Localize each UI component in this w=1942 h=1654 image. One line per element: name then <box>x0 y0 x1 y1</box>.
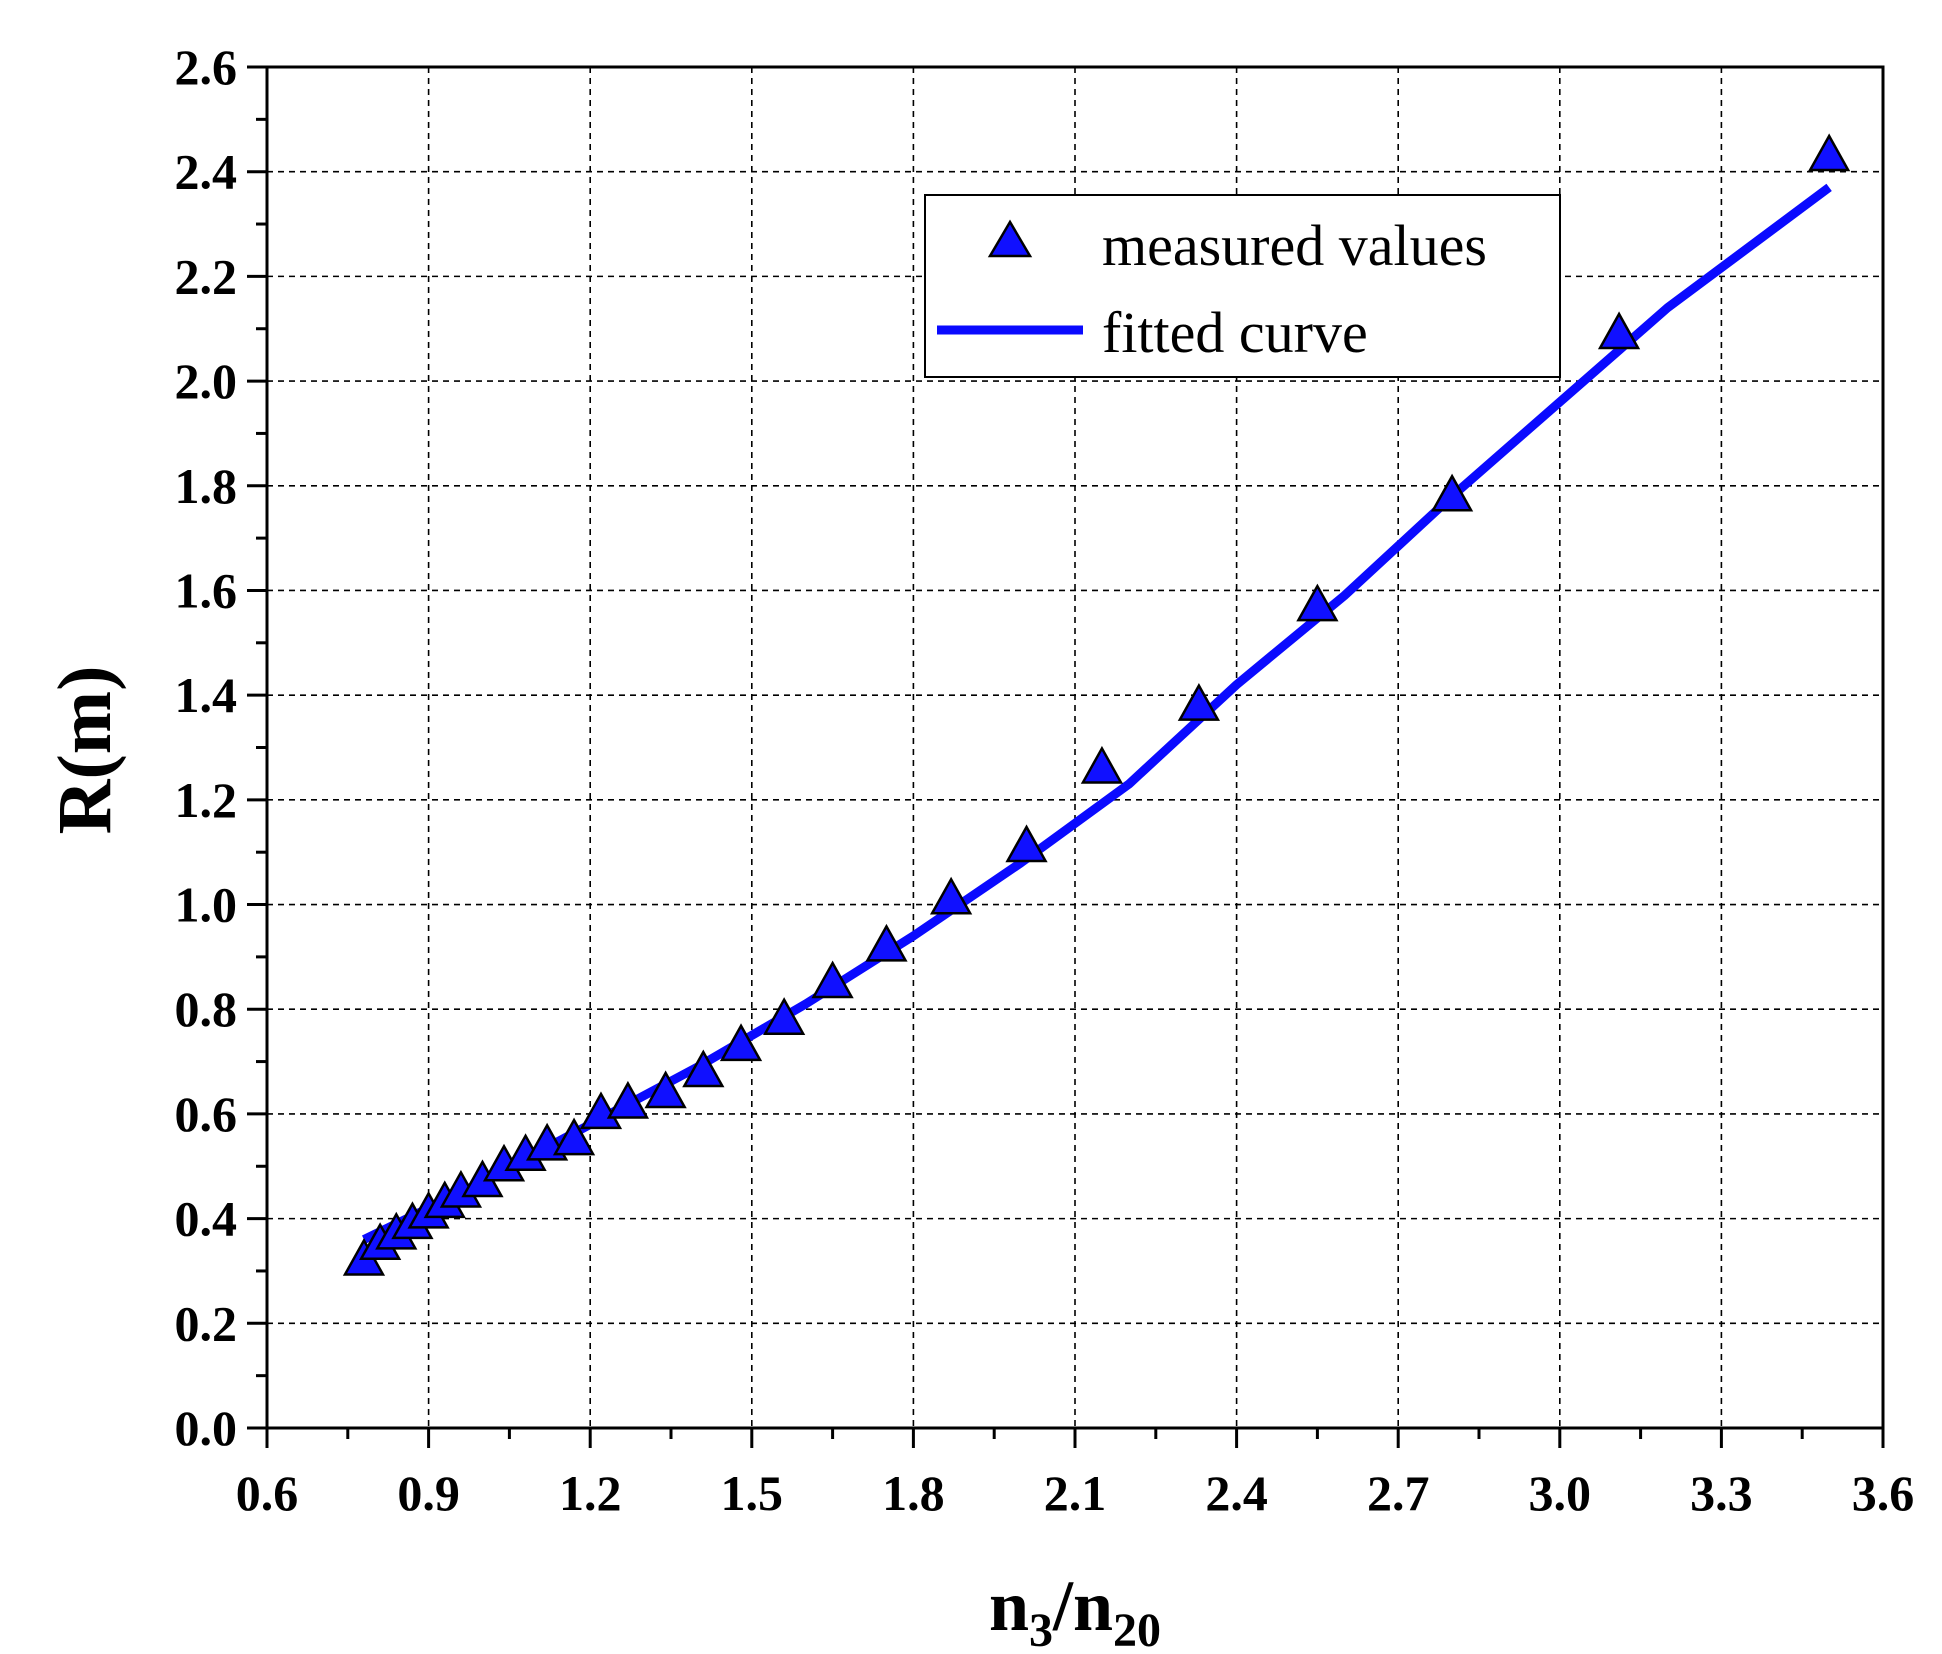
y-tick-label: 1.8 <box>175 458 238 514</box>
x-axis-title-sub1: 3 <box>1029 1604 1053 1654</box>
data-point-triangle <box>1296 583 1339 622</box>
legend-label-measured: measured values <box>1102 213 1487 278</box>
data-point-triangle <box>682 1049 725 1088</box>
y-tick-labels: 0.0 0.2 0.4 0.6 0.8 1.0 1.2 1.4 1.6 1.8 2.0 2.2 2.4 2… <box>175 39 238 1456</box>
data-point-triangle <box>865 923 908 962</box>
legend-label-fitted: fitted curve <box>1102 300 1368 365</box>
data-point-triangle <box>762 997 806 1035</box>
x-tick-label: 2.7 <box>1367 1465 1430 1521</box>
data-point-triangle <box>719 1023 763 1062</box>
data-point-triangle <box>579 1091 623 1130</box>
x-tick-labels: 0.6 0.9 1.2 1.5 1.8 2.1 2.4 2.7 3.0 3.3 3.6 <box>236 1465 1915 1521</box>
x-tick-label: 3.0 <box>1529 1465 1592 1521</box>
data-point-triangle <box>606 1080 650 1119</box>
data-point-triangle <box>644 1070 687 1109</box>
x-axis-title: n3/n20 <box>989 1566 1161 1654</box>
y-tick-label: 2.4 <box>175 144 238 200</box>
x-tick-label: 0.6 <box>236 1465 299 1521</box>
legend: measured values fitted curve <box>924 194 1561 378</box>
y-tick-label: 1.4 <box>175 667 238 723</box>
x-tick-label: 1.8 <box>882 1465 945 1521</box>
x-tick-label: 1.2 <box>559 1465 622 1521</box>
x-axis-title-sub2: 20 <box>1113 1604 1161 1654</box>
x-tick-label: 3.3 <box>1690 1465 1753 1521</box>
x-axis-title-main: n <box>989 1566 1029 1646</box>
y-tick-label: 1.6 <box>175 562 238 618</box>
x-tick-label: 3.6 <box>1852 1465 1915 1521</box>
y-tick-label: 0.0 <box>175 1400 238 1456</box>
legend-marker-triangle <box>987 219 1033 258</box>
data-point-triangle <box>1808 133 1851 172</box>
data-point-triangle <box>1597 311 1641 350</box>
y-axis-title: R(m) <box>43 666 127 835</box>
y-tick-label: 2.0 <box>175 353 238 409</box>
data-point-triangle <box>552 1117 596 1156</box>
data-point-triangle <box>1080 745 1124 784</box>
legend-box <box>924 194 1561 378</box>
y-tick-label: 1.0 <box>175 877 238 933</box>
axis-ticks <box>247 65 1885 1448</box>
data-point-triangle <box>929 876 973 915</box>
y-tick-label: 0.8 <box>175 981 238 1037</box>
y-tick-label: 0.4 <box>175 1191 238 1247</box>
data-point-triangle <box>1430 473 1474 512</box>
x-tick-label: 2.4 <box>1205 1465 1268 1521</box>
y-tick-label: 0.6 <box>175 1086 238 1142</box>
x-axis-title-mid: /n <box>1052 1566 1113 1646</box>
y-tick-label: 2.6 <box>175 39 238 95</box>
data-point-triangle <box>1177 683 1221 721</box>
y-tick-label: 0.2 <box>175 1295 238 1351</box>
x-tick-label: 0.9 <box>397 1465 460 1521</box>
measured-values-markers <box>342 133 1851 1276</box>
data-point-triangle <box>811 960 854 999</box>
x-tick-label: 1.5 <box>721 1465 784 1521</box>
y-tick-label: 2.2 <box>175 248 238 304</box>
data-point-triangle <box>1005 824 1048 863</box>
x-tick-label: 2.1 <box>1044 1465 1107 1521</box>
y-tick-label: 1.2 <box>175 772 238 828</box>
